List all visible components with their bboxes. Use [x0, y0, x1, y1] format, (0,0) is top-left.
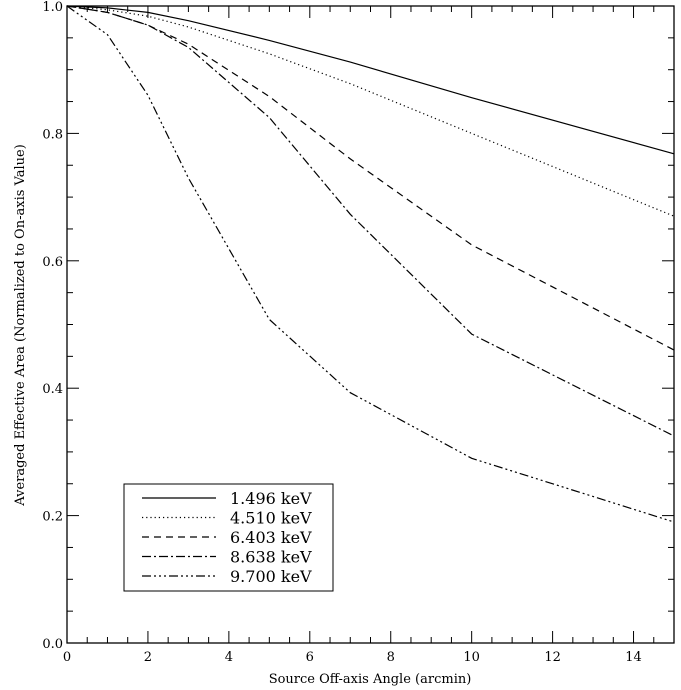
- y-axis-label: Averaged Effective Area (Normalized to O…: [13, 144, 28, 507]
- series-lines: [66, 5, 675, 523]
- series-line: [66, 5, 675, 523]
- y-tick-label: 0.0: [42, 637, 63, 652]
- x-tick-label: 10: [463, 650, 480, 665]
- y-tick-label: 0.4: [42, 382, 63, 397]
- tick-labels: 0 2 4 6 8 10 12 14 0.0 0.2 0.4 0.6 0.8 1.0: [42, 0, 641, 665]
- x-tick-label: 2: [144, 650, 152, 665]
- x-tick-label: 6: [306, 650, 314, 665]
- axis-ticks: [66, 5, 675, 644]
- x-tick-label: 4: [225, 650, 233, 665]
- legend-label: 1.496 keV: [230, 489, 312, 508]
- y-tick-label: 0.8: [42, 127, 63, 142]
- series-line: [66, 5, 675, 437]
- legend-label: 9.700 keV: [230, 567, 312, 586]
- y-tick-label: 0.6: [42, 255, 63, 270]
- legend-label: 4.510 keV: [230, 509, 312, 528]
- y-tick-label: 0.2: [42, 510, 63, 525]
- y-tick-label: 1.0: [42, 0, 63, 15]
- x-tick-label: 12: [544, 650, 561, 665]
- series-line: [66, 5, 675, 155]
- x-tick-label: 0: [63, 650, 71, 665]
- legend-label: 8.638 keV: [230, 548, 312, 567]
- x-axis-label: Source Off-axis Angle (arcmin): [269, 672, 472, 687]
- x-tick-label: 14: [625, 650, 642, 665]
- series-line: [66, 5, 675, 217]
- series-line: [66, 5, 675, 351]
- legend-label: 6.403 keV: [230, 528, 312, 547]
- x-tick-label: 8: [387, 650, 395, 665]
